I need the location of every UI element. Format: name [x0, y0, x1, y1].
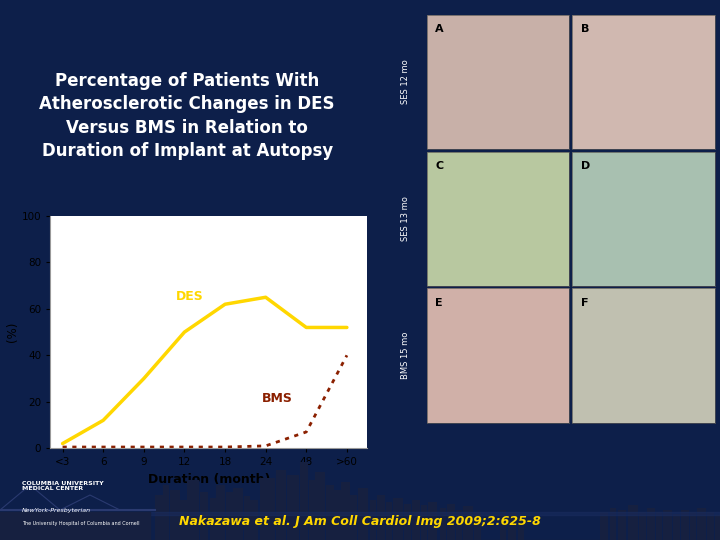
Bar — [600, 512, 608, 540]
Text: DES: DES — [176, 289, 204, 302]
Bar — [508, 512, 516, 540]
Bar — [447, 504, 455, 540]
Bar — [276, 470, 286, 540]
Text: F: F — [581, 298, 588, 308]
Bar — [155, 495, 163, 540]
Bar — [610, 508, 616, 540]
Bar — [673, 514, 680, 540]
Text: C: C — [435, 161, 444, 171]
Bar — [715, 515, 720, 540]
Bar — [287, 475, 299, 540]
Text: SES 12 mo: SES 12 mo — [400, 59, 410, 104]
Bar — [180, 500, 187, 540]
Bar — [226, 492, 233, 540]
Bar — [456, 510, 462, 540]
Bar — [628, 505, 638, 540]
Bar — [386, 502, 392, 540]
Text: BMS: BMS — [261, 392, 292, 405]
Text: BMS 15 mo: BMS 15 mo — [400, 332, 410, 379]
Bar — [244, 496, 250, 540]
Bar — [309, 480, 315, 540]
Text: SES 13 mo: SES 13 mo — [400, 196, 410, 241]
Bar — [707, 512, 714, 540]
Text: Percentage of Patients With
Atherosclerotic Changes in DES
Versus BMS in Relatio: Percentage of Patients With Atherosclero… — [40, 72, 335, 160]
Bar — [697, 508, 706, 540]
Bar — [656, 512, 662, 540]
Bar — [250, 500, 258, 540]
Bar — [377, 495, 385, 540]
Bar — [474, 512, 481, 540]
X-axis label: Duration (month): Duration (month) — [148, 473, 270, 486]
Bar — [404, 504, 411, 540]
Bar — [210, 498, 216, 540]
Bar — [341, 482, 350, 540]
Bar — [326, 485, 334, 540]
Bar — [639, 512, 646, 540]
Bar — [170, 490, 180, 540]
Text: A: A — [435, 24, 444, 34]
Bar — [412, 500, 420, 540]
Bar — [681, 510, 689, 540]
Bar — [370, 500, 376, 540]
Bar — [260, 478, 275, 540]
Bar — [233, 488, 243, 540]
Bar — [393, 498, 403, 540]
Bar — [334, 490, 341, 540]
Text: Nakazawa et al. J Am Coll Cardiol Img 2009;2:625-8: Nakazawa et al. J Am Coll Cardiol Img 20… — [179, 515, 541, 528]
Bar — [618, 510, 626, 540]
Bar — [187, 480, 199, 540]
Bar — [163, 485, 169, 540]
Bar — [216, 485, 225, 540]
Bar — [428, 502, 437, 540]
Bar — [663, 510, 672, 540]
Text: The University Hospital of Columbia and Cornell: The University Hospital of Columbia and … — [22, 521, 139, 526]
Bar — [690, 512, 696, 540]
Y-axis label: (%): (%) — [6, 322, 19, 342]
Text: COLUMBIA UNIVERSITY
MEDICAL CENTER: COLUMBIA UNIVERSITY MEDICAL CENTER — [22, 481, 104, 491]
Text: NewYork-Presbyterian: NewYork-Presbyterian — [22, 508, 91, 513]
Bar — [315, 472, 325, 540]
Text: D: D — [581, 161, 590, 171]
Bar — [440, 508, 446, 540]
Bar — [350, 495, 357, 540]
Text: B: B — [581, 24, 589, 34]
Text: E: E — [435, 298, 443, 308]
Bar — [300, 462, 308, 540]
Bar — [500, 510, 506, 540]
Bar — [200, 492, 208, 540]
Bar — [518, 515, 524, 540]
Bar — [463, 506, 473, 540]
Bar — [358, 488, 368, 540]
Bar — [647, 508, 655, 540]
Bar — [421, 505, 427, 540]
